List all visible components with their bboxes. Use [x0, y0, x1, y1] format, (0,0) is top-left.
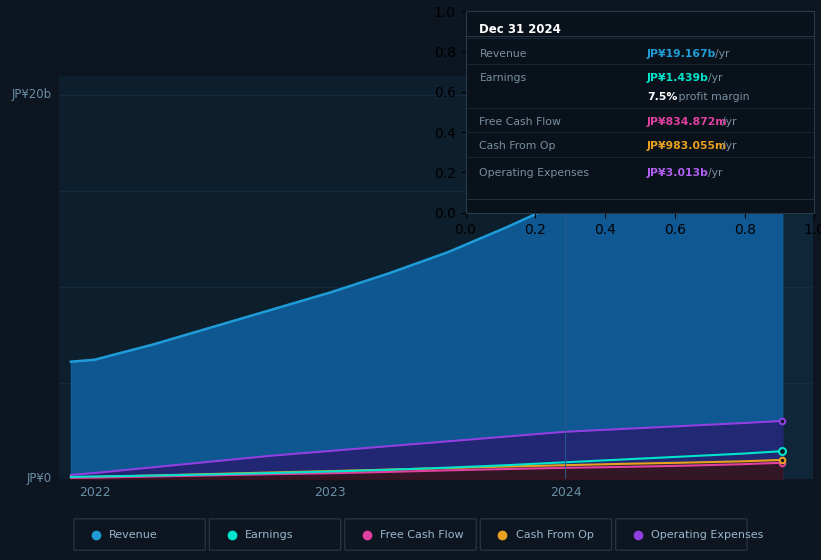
Text: JP¥0: JP¥0 [26, 472, 52, 486]
Text: Free Cash Flow: Free Cash Flow [479, 117, 562, 127]
Text: Earnings: Earnings [479, 73, 526, 83]
Bar [59, 76, 566, 479]
Text: Cash From Op: Cash From Op [516, 530, 594, 539]
Text: profit margin: profit margin [675, 92, 750, 102]
Bar [566, 76, 813, 479]
Text: /yr: /yr [715, 49, 730, 59]
Text: Revenue: Revenue [109, 530, 158, 539]
FancyBboxPatch shape [209, 519, 341, 550]
Text: JP¥3.013b: JP¥3.013b [647, 169, 709, 179]
Text: JP¥20b: JP¥20b [11, 88, 52, 101]
FancyBboxPatch shape [74, 519, 205, 550]
Text: /yr: /yr [722, 117, 736, 127]
Text: JP¥983.055m: JP¥983.055m [647, 141, 727, 151]
Text: JP¥834.872m: JP¥834.872m [647, 117, 727, 127]
Text: Revenue: Revenue [479, 49, 527, 59]
Text: Free Cash Flow: Free Cash Flow [380, 530, 464, 539]
Text: Cash From Op: Cash From Op [479, 141, 556, 151]
Text: Earnings: Earnings [245, 530, 293, 539]
Text: /yr: /yr [709, 169, 722, 179]
FancyBboxPatch shape [616, 519, 747, 550]
FancyBboxPatch shape [480, 519, 612, 550]
Text: Operating Expenses: Operating Expenses [479, 169, 589, 179]
Text: Operating Expenses: Operating Expenses [651, 530, 764, 539]
Text: 7.5%: 7.5% [647, 92, 677, 102]
Text: JP¥19.167b: JP¥19.167b [647, 49, 717, 59]
Text: Dec 31 2024: Dec 31 2024 [479, 24, 562, 36]
Text: JP¥1.439b: JP¥1.439b [647, 73, 709, 83]
Text: /yr: /yr [709, 73, 722, 83]
FancyBboxPatch shape [345, 519, 476, 550]
Text: /yr: /yr [722, 141, 736, 151]
